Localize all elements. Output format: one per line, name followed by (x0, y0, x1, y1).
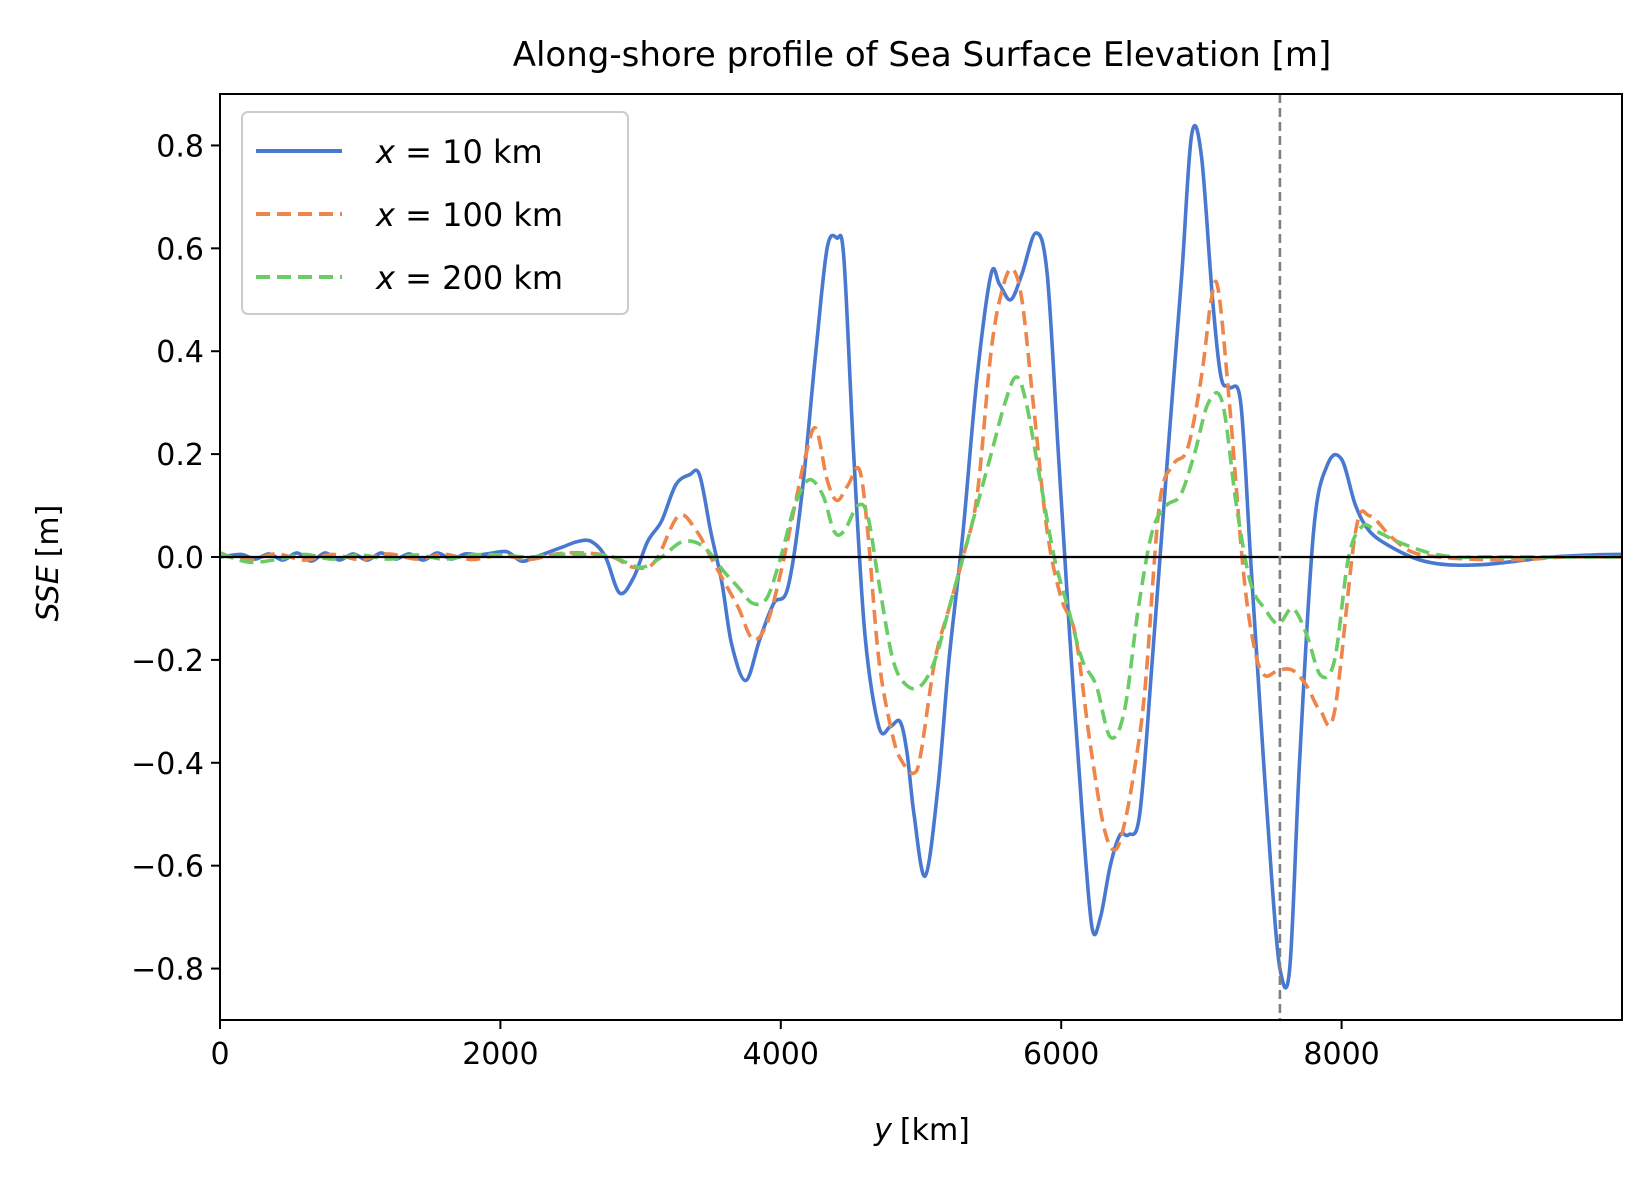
legend-label: x = 200 km (375, 259, 563, 297)
legend-item: x = 200 km (256, 259, 563, 297)
chart-title: Along-shore profile of Sea Surface Eleva… (513, 35, 1332, 75)
y-tick-label: −0.2 (131, 644, 204, 679)
y-tick-label: 0.8 (156, 129, 204, 164)
legend-label: x = 10 km (375, 133, 543, 171)
legend: x = 10 km x = 100 km x = 200 km (241, 111, 629, 315)
x-axis-label: y [km] (873, 1113, 970, 1148)
y-tick-label: 0.2 (156, 438, 204, 473)
y-axis-label: SSE [m] (31, 505, 66, 622)
x-tick-label: 4000 (743, 1037, 819, 1072)
y-axis-label-unit: [m] (31, 505, 66, 558)
x-axis-label-var: y (873, 1113, 893, 1148)
y-tick-label: −0.4 (131, 747, 204, 782)
x-tick-label: 8000 (1303, 1037, 1379, 1072)
x-axis: 0 2000 4000 6000 8000 (210, 1020, 1380, 1072)
y-tick-label: 0.0 (156, 541, 204, 576)
reference-lines (220, 94, 1622, 1020)
x-tick-label: 2000 (462, 1037, 538, 1072)
y-tick-label: −0.8 (131, 953, 204, 988)
legend-item: x = 100 km (256, 196, 563, 234)
legend-box (241, 111, 629, 315)
y-axis: −0.8 −0.6 −0.4 −0.2 0.0 0.2 0.4 0.6 0.8 (131, 129, 220, 988)
y-tick-label: −0.6 (131, 850, 204, 885)
y-tick-label: 0.4 (156, 335, 204, 370)
series-line-3 (220, 375, 1622, 740)
y-axis-label-var: SSE (31, 565, 66, 621)
legend-label: x = 100 km (375, 196, 563, 234)
y-tick-label: 0.6 (156, 232, 204, 267)
legend-item: x = 10 km (256, 133, 543, 171)
x-tick-label: 6000 (1023, 1037, 1099, 1072)
x-tick-label: 0 (210, 1037, 229, 1072)
x-axis-label-unit: [km] (900, 1113, 970, 1148)
series-line-2 (220, 266, 1622, 852)
